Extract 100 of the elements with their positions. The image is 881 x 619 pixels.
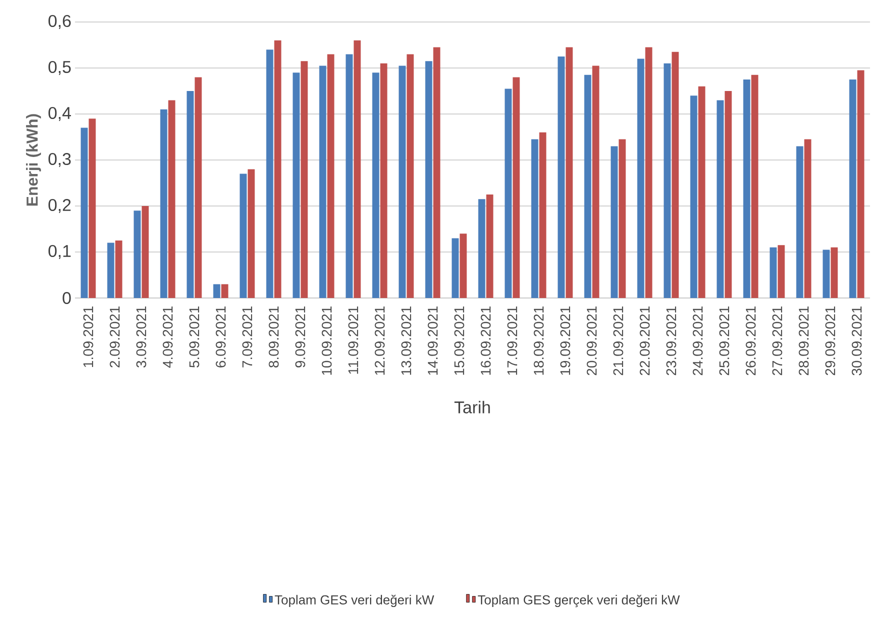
- bar: [221, 284, 228, 298]
- bar: [796, 146, 804, 298]
- x-tick-label: 3.09.2021: [136, 306, 146, 368]
- legend-label: Toplam GES gerçek veri değeri kW: [478, 594, 680, 608]
- bar: [770, 247, 777, 298]
- bar: [558, 56, 565, 298]
- bar: [88, 118, 96, 298]
- bar: [248, 169, 255, 298]
- bar: [452, 238, 459, 298]
- bar: [346, 54, 353, 298]
- bar: [531, 139, 538, 298]
- bar: [690, 96, 698, 298]
- bar: [618, 139, 626, 298]
- y-tick-label: 0,4: [48, 106, 71, 122]
- x-tick-label: 10.09.2021: [322, 306, 332, 375]
- x-tick-label: 11.09.2021: [348, 306, 358, 374]
- x-tick-label: 20.09.2021: [586, 306, 597, 376]
- x-axis-title: Tarih: [454, 400, 490, 414]
- bar: [134, 210, 141, 298]
- y-axis-title: Enerji (kWh): [26, 114, 41, 206]
- bar: [610, 146, 618, 298]
- x-tick-label: 2.09.2021: [110, 306, 120, 368]
- bar: [186, 91, 194, 298]
- bar: [460, 234, 467, 298]
- bar: [486, 194, 494, 298]
- bar: [354, 40, 361, 298]
- x-tick-label: 28.09.2021: [798, 306, 809, 376]
- bar: [637, 58, 644, 298]
- bar: [160, 109, 168, 298]
- x-tick-label: 17.09.2021: [507, 306, 518, 375]
- bar: [406, 54, 414, 298]
- y-tick-label: 0,6: [48, 14, 71, 30]
- x-tick-label: 4.09.2021: [162, 306, 173, 368]
- bar: [645, 47, 652, 298]
- bar: [584, 74, 592, 298]
- y-tick-label: 0: [62, 292, 71, 304]
- x-tick-label: 7.09.2021: [242, 306, 252, 368]
- bar: [743, 80, 750, 298]
- bar: [168, 100, 176, 298]
- bar: [716, 100, 724, 298]
- bar: [327, 54, 334, 298]
- bar: [724, 91, 732, 298]
- bar: [504, 88, 512, 298]
- bar: [194, 77, 202, 298]
- bar: [512, 77, 520, 298]
- bar: [698, 86, 706, 298]
- bar: [849, 80, 856, 298]
- bar: [380, 63, 388, 298]
- bar: [539, 132, 546, 298]
- bar: [213, 284, 220, 298]
- x-tick-label: 16.09.2021: [480, 306, 491, 375]
- bar: [372, 72, 380, 298]
- x-tick-label: 30.09.2021: [852, 306, 862, 376]
- x-tick-label: 27.09.2021: [772, 306, 782, 376]
- bar: [107, 242, 114, 298]
- bar: [672, 52, 679, 298]
- bar: [857, 70, 864, 298]
- bar: [664, 63, 671, 298]
- bar: [804, 139, 812, 298]
- x-tick-label: 29.09.2021: [825, 306, 836, 376]
- x-tick-label: 22.09.2021: [640, 306, 650, 376]
- x-tick-label: 8.09.2021: [268, 306, 279, 368]
- bar: [478, 199, 486, 298]
- x-tick-label: 24.09.2021: [692, 306, 703, 376]
- bar: [751, 74, 758, 298]
- y-tick-label: 0,2: [48, 198, 71, 214]
- bar: [300, 61, 308, 298]
- x-tick-label: 1.09.2021: [83, 306, 94, 368]
- bar: [425, 61, 432, 298]
- bar: [266, 50, 274, 298]
- bar: [398, 66, 406, 298]
- bar: [566, 47, 573, 298]
- legend-label: Toplam GES veri değeri kW: [274, 594, 434, 608]
- x-tick-label: 23.09.2021: [666, 306, 676, 376]
- bar: [592, 66, 600, 298]
- bar: [240, 174, 247, 298]
- x-tick-label: 13.09.2021: [401, 306, 412, 375]
- bar: [142, 206, 149, 298]
- x-tick-label: 9.09.2021: [295, 306, 306, 368]
- bar: [319, 66, 326, 298]
- bar: [274, 40, 282, 298]
- x-tick-label: 26.09.2021: [746, 306, 756, 376]
- x-tick-label: 25.09.2021: [719, 306, 730, 376]
- x-tick-label: 6.09.2021: [216, 306, 226, 368]
- x-tick-label: 5.09.2021: [189, 306, 200, 368]
- bar: [292, 72, 300, 298]
- x-tick-label: 15.09.2021: [454, 306, 464, 375]
- x-tick-label: 12.09.2021: [374, 306, 385, 375]
- bar: [80, 128, 88, 298]
- bar: [822, 250, 830, 298]
- y-tick-label: 0,5: [48, 60, 71, 76]
- y-tick-label: 0,1: [48, 244, 71, 260]
- x-tick-label: 18.09.2021: [534, 306, 544, 375]
- bar: [433, 47, 440, 298]
- bar: [115, 240, 122, 298]
- x-tick-label: 19.09.2021: [560, 306, 570, 375]
- bar: [778, 245, 785, 298]
- bar: [830, 247, 838, 298]
- x-tick-label: 21.09.2021: [613, 306, 624, 376]
- x-tick-label: 14.09.2021: [428, 306, 438, 375]
